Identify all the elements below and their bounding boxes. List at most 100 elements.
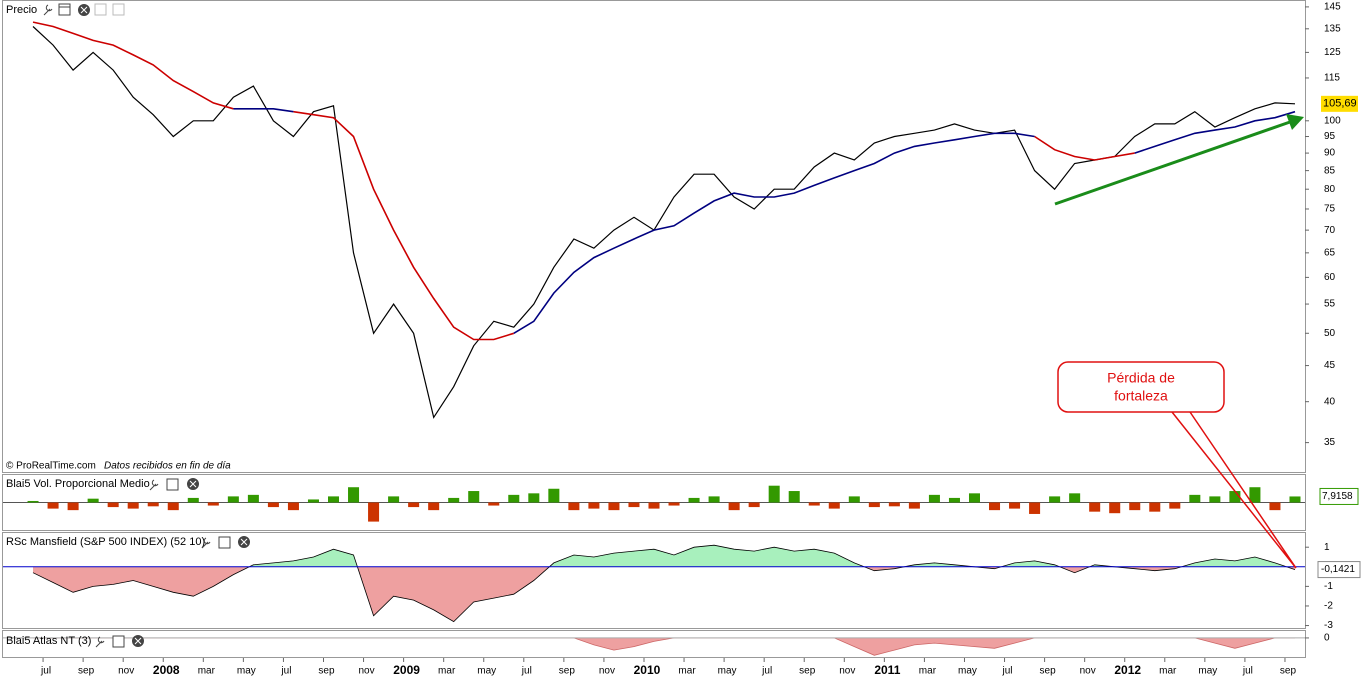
last-value-box [1321, 95, 1358, 112]
bar [588, 502, 600, 509]
y-tick-label: 125 [1324, 47, 1341, 58]
bar [728, 502, 740, 511]
x-tick-label: jul [40, 666, 51, 677]
x-tick-label: jul [280, 666, 291, 677]
x-tick-label: mar [1159, 666, 1177, 677]
y-tick-label: 135 [1324, 23, 1341, 34]
bar [628, 502, 640, 508]
bar [167, 502, 179, 511]
bar [648, 502, 660, 509]
x-tick-label: may [1198, 666, 1217, 677]
x-tick-label: jul [1002, 666, 1013, 677]
bar [508, 494, 520, 503]
x-tick-label: sep [78, 666, 95, 677]
bar [768, 485, 780, 503]
price-line [32, 26, 1296, 419]
price-panel [2, 0, 1306, 473]
x-tick-label: mar [198, 666, 216, 677]
bar [207, 502, 219, 506]
panel-title: Precio [6, 4, 37, 16]
y-tick-label: 45 [1324, 360, 1336, 371]
bar [788, 491, 800, 503]
bar [828, 502, 840, 509]
bar [868, 502, 880, 508]
bar [287, 502, 299, 511]
bar [688, 497, 700, 503]
x-tick-label: jul [521, 666, 532, 677]
panel-title: Blai5 Vol. Proporcional Medio [6, 478, 150, 490]
bar [1029, 502, 1041, 514]
panel-icons[interactable] [43, 3, 125, 16]
moving-average [233, 108, 1296, 334]
bar [708, 496, 720, 503]
bar [468, 491, 480, 503]
y-tick-label: 115 [1324, 73, 1340, 84]
x-tick-label: nov [839, 666, 855, 677]
y-tick-label: 60 [1324, 272, 1336, 283]
x-tick-label: sep [1040, 666, 1057, 677]
bar [1249, 487, 1261, 503]
y-tick-label: 100 [1324, 115, 1341, 126]
x-tick-label: may [718, 666, 737, 677]
x-tick-label: nov [118, 666, 134, 677]
x-tick-label: sep [1280, 666, 1297, 677]
bar [848, 496, 860, 503]
last-value-label: 105,69 [1323, 98, 1357, 110]
bar [908, 502, 920, 509]
x-tick-label: jul [1242, 666, 1253, 677]
y-tick-label: 0 [1324, 633, 1330, 644]
bar [388, 496, 400, 503]
bar [87, 498, 99, 503]
x-tick-label: sep [318, 666, 335, 677]
bar [227, 496, 239, 503]
y-tick-label: 75 [1324, 204, 1336, 215]
bar [107, 502, 119, 508]
note: Datos recibidos en fin de día [104, 461, 231, 472]
bar [1089, 502, 1101, 512]
bar [127, 502, 139, 509]
bar [27, 500, 39, 503]
y-tick-label: -3 [1324, 620, 1333, 631]
panel-title: Blai5 Atlas NT (3) [6, 635, 91, 647]
bar [748, 502, 760, 508]
x-tick-label: mar [678, 666, 696, 677]
source: © ProRealTime.com [6, 461, 96, 472]
x-tick-label: may [477, 666, 496, 677]
x-tick-label: 2008 [153, 663, 180, 677]
y-tick-label: 90 [1324, 148, 1336, 159]
x-tick-label: 2012 [1114, 663, 1141, 677]
y-tick-label: 50 [1324, 328, 1336, 339]
bar [428, 502, 440, 511]
bar [668, 502, 680, 506]
bar [1269, 502, 1281, 511]
callout-text: Pérdida de [1107, 370, 1175, 386]
bar [147, 502, 159, 507]
y-tick-label: -2 [1324, 601, 1333, 612]
bar [488, 502, 500, 506]
x-tick-label: may [237, 666, 256, 677]
x-tick-label: mar [919, 666, 937, 677]
callout-text: fortaleza [1114, 388, 1168, 404]
bar [1189, 494, 1201, 503]
y-tick-label: 40 [1324, 396, 1336, 407]
bar [1169, 502, 1181, 509]
panel-icons[interactable] [95, 478, 250, 648]
y-tick-label: 145 [1324, 2, 1341, 13]
area-positive [249, 545, 1287, 567]
y-tick-label: 70 [1324, 225, 1336, 236]
area-negative [573, 637, 1275, 656]
last-value-label: 7,9158 [1322, 491, 1353, 502]
bar [1289, 496, 1301, 503]
volume-panel [2, 474, 1306, 531]
bar [187, 497, 199, 503]
bar [1109, 502, 1121, 514]
bar [1009, 502, 1021, 509]
atlas-panel [2, 630, 1306, 658]
y-tick-label: 85 [1324, 165, 1336, 176]
bar [47, 502, 59, 509]
bar [1069, 493, 1081, 503]
bar [327, 496, 340, 503]
last-value-box [1319, 487, 1359, 505]
bar [307, 499, 319, 503]
